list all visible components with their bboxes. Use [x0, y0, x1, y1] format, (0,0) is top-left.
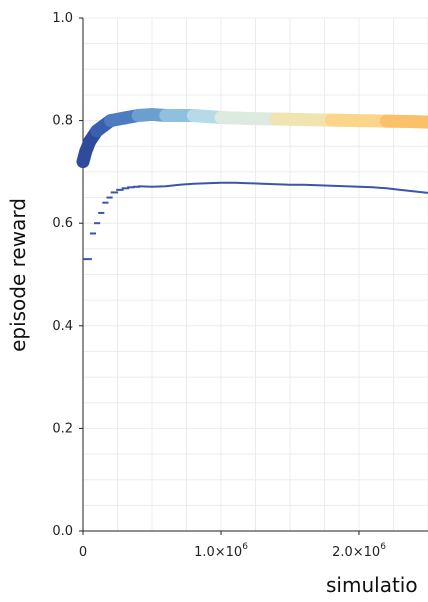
x-tick-label: 1.0×106	[194, 542, 248, 560]
y-tick-label: 0.2	[52, 421, 73, 436]
y-tick-label: 0.0	[52, 524, 73, 539]
axes	[82, 18, 428, 532]
y-tick-labels: 0.0 0.2 0.4 0.6 0.8 1.0	[52, 11, 83, 539]
y-axis-title: episode reward	[6, 198, 30, 352]
series-1-line	[138, 181, 428, 194]
y-tick-label: 0.8	[52, 114, 73, 129]
x-axis-title: simulatio	[326, 573, 418, 597]
series-0-segment	[407, 115, 428, 129]
y-tick-label: 0.6	[52, 216, 73, 231]
y-tick-label: 0.4	[52, 319, 73, 334]
series-layer	[76, 107, 428, 261]
x-tick-labels: 0 1.0×106 2.0×106	[79, 531, 386, 560]
x-tick-label: 2.0×106	[332, 542, 386, 560]
x-tick-label: 0	[79, 545, 87, 560]
y-tick-label: 1.0	[52, 11, 73, 26]
grid	[82, 17, 428, 532]
